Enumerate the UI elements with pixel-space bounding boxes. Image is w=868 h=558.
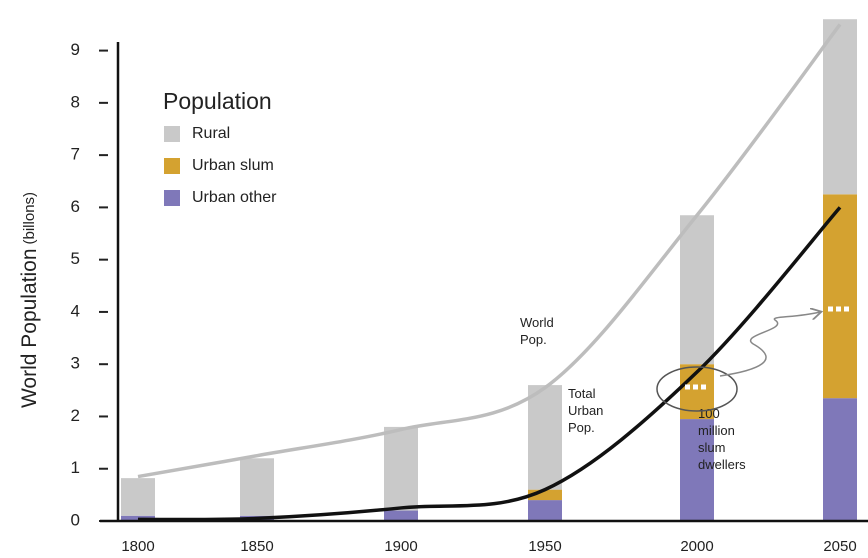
y-tick-label: 7 [71, 145, 80, 164]
y-label-unit: (billons) [21, 192, 38, 245]
bar-segment [823, 398, 857, 521]
y-tick-label: 3 [71, 354, 80, 373]
bar-segment [121, 478, 155, 516]
y-tick-label: 1 [71, 458, 80, 477]
plot [121, 19, 857, 521]
x-tick-label: 1950 [528, 538, 561, 555]
legend-swatch [164, 158, 180, 174]
y-axis-label: World Population (billons) [18, 192, 41, 408]
line-label: 100 million slum dwellers [698, 406, 746, 472]
bar-segment [680, 419, 714, 521]
bar-segment [528, 489, 562, 501]
y-label-main: World Population [18, 248, 41, 408]
legend-label: Urban slum [192, 157, 274, 174]
bar-segment [823, 194, 857, 399]
overlay: World Pop. Total Urban Pop. 100 million slum dwe… [137, 23, 852, 522]
y-tick-label: 2 [71, 406, 80, 425]
y-tick-label: 6 [71, 197, 80, 216]
legend-label: Rural [192, 125, 230, 142]
line [137, 23, 842, 479]
x-tick-label: 1800 [121, 538, 154, 555]
legend-title: Population [163, 88, 272, 114]
y-tick-label: 5 [71, 249, 80, 268]
bar-segment [240, 458, 274, 516]
x-tick-label: 2000 [680, 538, 713, 555]
line [137, 206, 842, 522]
bar-segment [680, 215, 714, 365]
bar-segment [384, 510, 418, 521]
bar-segment [528, 500, 562, 521]
y-tick-label: 0 [71, 510, 80, 529]
legend-swatch [164, 190, 180, 206]
arrow [719, 312, 820, 377]
y-tick-label: 9 [71, 40, 80, 59]
line-label: World Pop. [520, 315, 554, 347]
bar-segment [823, 19, 857, 195]
line-label: Total Urban Pop. [568, 386, 603, 435]
highlight-ellipse [656, 366, 738, 412]
y-tick-label: 4 [71, 301, 80, 320]
x-tick-label: 1850 [240, 538, 273, 555]
x-tick-label: 2050 [823, 538, 856, 555]
legend-label: Urban other [192, 189, 277, 206]
legend-swatch [164, 126, 180, 142]
y-tick-label: 8 [71, 92, 80, 111]
bar-segment [384, 426, 418, 511]
bar-segment [528, 385, 562, 490]
x-tick-label: 1900 [384, 538, 417, 555]
